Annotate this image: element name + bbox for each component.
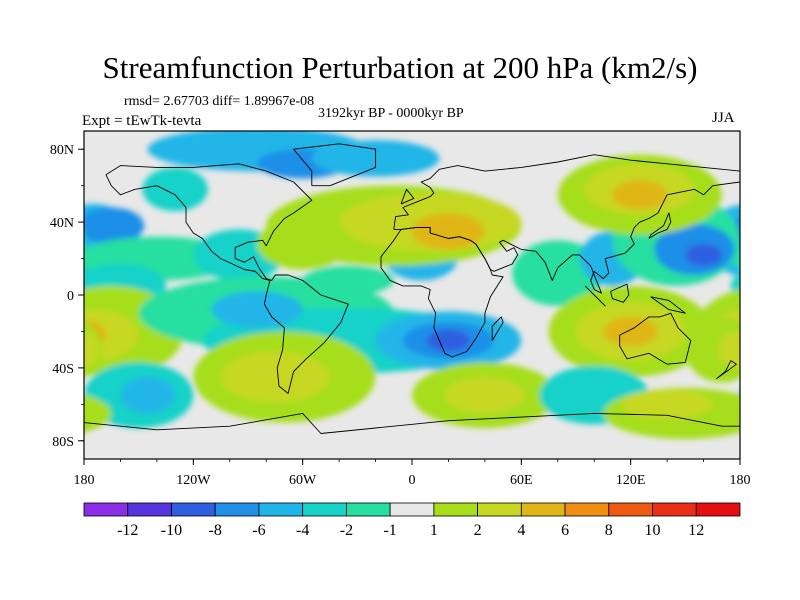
map-title: Streamfunction Perturbation at 200 hPa (… bbox=[102, 50, 698, 85]
contour-blob-42 bbox=[84, 331, 99, 368]
colorbar-swatch bbox=[652, 502, 697, 517]
contour-blob-37 bbox=[444, 377, 525, 414]
coastline-4 bbox=[491, 316, 504, 341]
colorbar-swatch bbox=[83, 502, 129, 517]
colorbar-swatch bbox=[127, 502, 172, 517]
contour-blob-14 bbox=[257, 218, 349, 270]
coastline-8 bbox=[650, 296, 686, 314]
colorbar-label: -6 bbox=[252, 522, 265, 539]
coastline-5 bbox=[619, 312, 692, 365]
y-tick-label: 0 bbox=[67, 289, 74, 304]
contour-blob-13 bbox=[412, 213, 485, 250]
y-tick-label: 80S bbox=[52, 435, 74, 450]
contour-blob-17 bbox=[0, 195, 84, 286]
colorbar-label: 2 bbox=[474, 522, 482, 539]
coastline-3 bbox=[380, 227, 504, 358]
axis-ticks bbox=[78, 148, 741, 465]
contour-blob-42 bbox=[718, 331, 740, 368]
colorbar-swatch bbox=[302, 502, 347, 517]
x-tick-label: 180 bbox=[730, 473, 751, 488]
colorbar-label: 8 bbox=[605, 522, 613, 539]
contour-blob-41 bbox=[685, 316, 740, 383]
contour-blob-30 bbox=[211, 291, 303, 328]
colorbar-label: -1 bbox=[383, 522, 396, 539]
contour-blob-19 bbox=[685, 243, 722, 266]
contour-blob-35 bbox=[220, 351, 330, 403]
contour-blob-19 bbox=[29, 244, 65, 266]
coastline-11 bbox=[400, 188, 415, 205]
colorbar-label: -8 bbox=[209, 522, 222, 539]
experiment-label: Expt = tEwTk-tevta bbox=[82, 113, 202, 129]
colorbar-swatch bbox=[695, 502, 741, 517]
colorbar-label: -2 bbox=[340, 522, 353, 539]
x-tick-label: 60E bbox=[510, 473, 533, 488]
contour-blob-27 bbox=[120, 377, 176, 414]
y-tick-label: 40N bbox=[50, 216, 74, 231]
colorbar-swatch bbox=[214, 502, 260, 517]
contour-blob-1 bbox=[84, 207, 145, 244]
colorbar-swatch bbox=[564, 502, 610, 517]
colorbar-swatch bbox=[258, 502, 304, 517]
contour-blob-18 bbox=[0, 224, 79, 275]
x-tick-label: 120W bbox=[176, 473, 211, 488]
coastline-10 bbox=[716, 360, 737, 380]
contour-blob-6 bbox=[730, 248, 740, 269]
coastline-7 bbox=[584, 285, 606, 307]
x-tick-label: 120E bbox=[616, 473, 646, 488]
x-tick-label: 0 bbox=[409, 473, 416, 488]
contour-blob-2 bbox=[142, 167, 208, 212]
colorbar-label: 6 bbox=[561, 522, 569, 539]
contour-blob-40 bbox=[603, 316, 659, 347]
colorbar-swatch bbox=[345, 502, 391, 517]
coastline-1 bbox=[293, 143, 377, 187]
coastline-2 bbox=[393, 154, 740, 294]
coastline-9 bbox=[610, 283, 630, 303]
stats-label: rmsd= 2.67703 diff= 1.89967e-08 bbox=[124, 94, 315, 109]
colorbar-swatch bbox=[608, 502, 653, 517]
colorbar-swatch bbox=[171, 502, 216, 517]
x-tick-label: 60W bbox=[289, 473, 317, 488]
coastline-12 bbox=[84, 412, 740, 434]
colorbar-label: -12 bbox=[117, 522, 138, 539]
contour-blob-33 bbox=[426, 329, 471, 352]
contour-blob-22 bbox=[612, 180, 668, 210]
contour-field bbox=[0, 131, 800, 439]
colorbar-label: 10 bbox=[645, 522, 661, 539]
contour-blob-7 bbox=[730, 272, 740, 299]
colorbar: -12 -10 -8 -6 -4 -2 -1 1 2 4 6 8 10 12 bbox=[83, 502, 741, 539]
colorbar-swatch bbox=[433, 502, 479, 517]
colorbar-swatch bbox=[477, 502, 522, 517]
colorbar-swatch bbox=[520, 502, 566, 517]
axis-labels: 80N 40N 0 40S 80S 180 120W 60W 0 60E 120E 180 bbox=[50, 143, 751, 488]
colorbar-swatch bbox=[389, 502, 435, 517]
season-label: JJA bbox=[712, 110, 735, 126]
colorbar-label: -10 bbox=[161, 522, 182, 539]
coastline-6 bbox=[648, 212, 672, 239]
coastlines bbox=[84, 143, 740, 434]
contour-blob-26 bbox=[740, 362, 800, 428]
colorbar-label: 12 bbox=[688, 522, 704, 539]
x-tick-label: 180 bbox=[74, 473, 95, 488]
y-tick-label: 40S bbox=[52, 362, 74, 377]
period-label: 3192kyr BP - 0000kyr BP bbox=[318, 106, 464, 121]
colorbar-label: -4 bbox=[296, 522, 309, 539]
contour-blob-45 bbox=[621, 389, 713, 419]
y-tick-label: 80N bbox=[50, 143, 74, 158]
colorbar-label: 1 bbox=[430, 522, 438, 539]
colorbar-label: 4 bbox=[517, 522, 525, 539]
coastline-0 bbox=[105, 163, 349, 394]
contour-blob-1 bbox=[734, 215, 740, 236]
